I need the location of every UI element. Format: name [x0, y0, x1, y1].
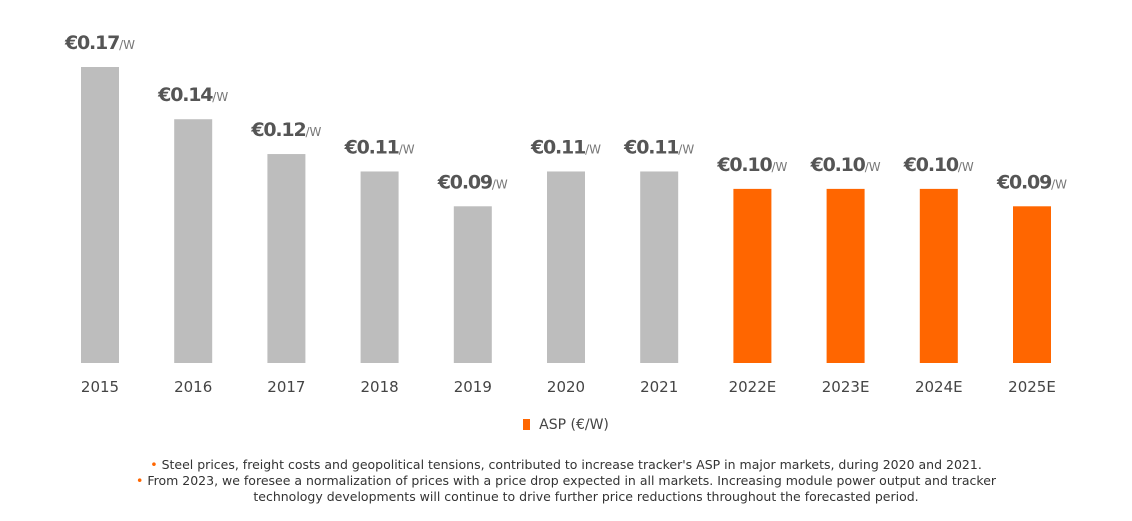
value-label-2021: €0.11/W: [623, 136, 694, 158]
x-tick-2023E: 2023E: [822, 378, 870, 396]
note-2-continuation: technology developments will continue to…: [10, 489, 1122, 505]
legend-label: ASP (€/W): [539, 417, 609, 433]
note-3-text: technology developments will continue to…: [253, 489, 918, 504]
x-tick-2019: 2019: [454, 378, 492, 396]
note-2: • From 2023, we foresee a normalization o…: [10, 473, 1122, 489]
x-tick-2016: 2016: [174, 378, 212, 396]
value-labels-layer: €0.17/W €0.14/W €0.12/W €0.11/W €0.09/W €0.11…: [64, 32, 1067, 193]
legend: ASP (€/W): [0, 417, 1132, 433]
legend-swatch: [523, 419, 530, 430]
x-tick-2022E: 2022E: [729, 378, 777, 396]
value-label-2017: €0.12/W: [250, 119, 321, 141]
x-tick-2015: 2015: [81, 378, 119, 396]
value-label-2020: €0.11/W: [530, 136, 601, 158]
x-tick-2024E: 2024E: [915, 378, 963, 396]
value-label-2022E: €0.10/W: [716, 154, 787, 176]
bar-2018: [361, 171, 399, 363]
bar-2025E: [1013, 206, 1051, 363]
bar-2019: [454, 206, 492, 363]
bars-layer: [81, 67, 1051, 363]
x-tick-2021: 2021: [640, 378, 678, 396]
bar-2017: [267, 154, 305, 363]
note-2-text: From 2023, we foresee a normalization of…: [147, 473, 996, 488]
bar-chart-svg: €0.17/W €0.14/W €0.12/W €0.11/W €0.09/W €0.11…: [0, 0, 1132, 410]
bar-2015: [81, 67, 119, 363]
x-tick-2017: 2017: [267, 378, 305, 396]
note-1: • Steel prices, freight costs and geopoli…: [10, 457, 1122, 473]
value-label-2025E: €0.09/W: [996, 171, 1067, 193]
value-label-2018: €0.11/W: [344, 136, 415, 158]
x-tick-2025E: 2025E: [1008, 378, 1056, 396]
value-label-2016: €0.14/W: [157, 84, 228, 106]
x-tick-2018: 2018: [361, 378, 399, 396]
bar-2016: [174, 119, 212, 363]
bar-2024E: [920, 189, 958, 363]
note-1-text: Steel prices, freight costs and geopolit…: [162, 457, 982, 472]
value-label-2024E: €0.10/W: [903, 154, 974, 176]
bar-2021: [640, 171, 678, 363]
footnotes: • Steel prices, freight costs and geopoli…: [10, 457, 1122, 505]
bullet-icon: •: [150, 457, 157, 472]
bullet-icon: •: [136, 473, 143, 488]
bar-2022E: [733, 189, 771, 363]
bar-2020: [547, 171, 585, 363]
x-tick-2020: 2020: [547, 378, 585, 396]
value-label-2023E: €0.10/W: [810, 154, 881, 176]
value-label-2015: €0.17/W: [64, 32, 135, 54]
x-tick-labels-layer: 2015 2016 2017 2018 2019 2020 2021 2022E 2023E 20…: [81, 378, 1056, 396]
bar-2023E: [827, 189, 865, 363]
value-label-2019: €0.09/W: [437, 171, 508, 193]
